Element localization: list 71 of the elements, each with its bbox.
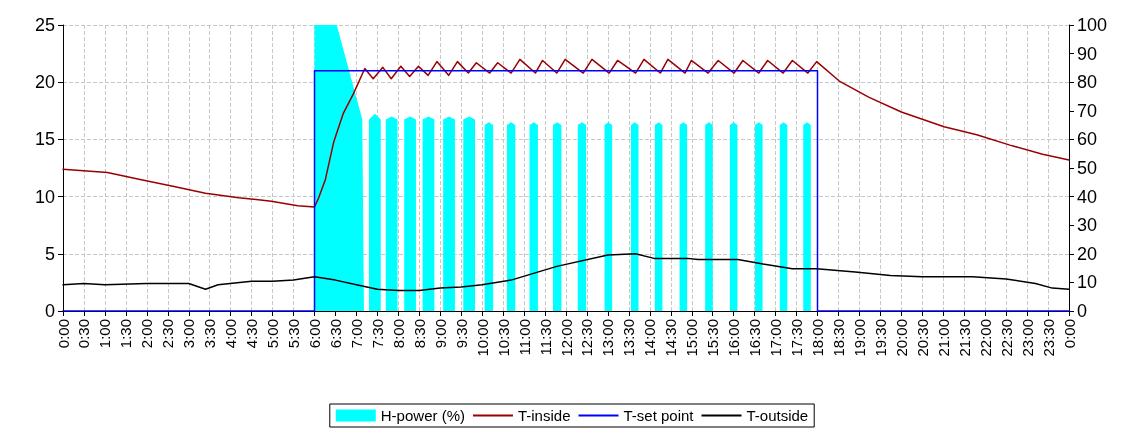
x-tick-label: 13:30	[620, 319, 638, 357]
x-tick-label: 11:00	[515, 319, 533, 356]
line-series	[62, 58, 1070, 208]
y-tick-label: 20	[34, 72, 55, 93]
x-tick-label: 22:30	[997, 319, 1015, 357]
x-tick-label: 14:30	[662, 319, 680, 357]
x-tick-label: 10:30	[494, 319, 512, 357]
x-tick-label: 23:00	[1018, 319, 1036, 357]
x-tick-label: 19:00	[850, 319, 868, 357]
x-tick-label: 2:00	[138, 319, 156, 349]
x-tick-label: 5:30	[285, 319, 303, 349]
x-tick-label: 0:00	[1060, 319, 1078, 349]
y2-tick-label: 60	[1077, 129, 1098, 150]
x-tick-label: 7:30	[368, 319, 386, 349]
x-tick-label: 13:00	[599, 319, 617, 357]
y2-tick-label: 90	[1077, 43, 1098, 64]
y2-tick-label: 50	[1077, 158, 1098, 178]
x-tick-label: 18:00	[809, 319, 826, 357]
y2-tick-label: 70	[1077, 100, 1098, 121]
x-tick-label: 9:30	[452, 319, 470, 349]
x-tick-label: 4:30	[243, 319, 261, 349]
x-tick-label: 11:30	[536, 319, 554, 356]
x-tick-label: 21:00	[934, 319, 952, 357]
x-tick-label: 6:00	[306, 319, 323, 349]
x-tick-label: 20:00	[892, 319, 910, 357]
y-tick-label: 0	[44, 301, 55, 321]
x-tick-label: 8:00	[389, 319, 407, 349]
y-tick-label: 5	[44, 243, 55, 264]
x-tick-label: 2:30	[159, 319, 177, 349]
x-tick-label: 17:00	[767, 319, 785, 357]
x-tick-label: 0:30	[75, 319, 93, 349]
y2-tick-label: 80	[1077, 72, 1098, 93]
y-tick-label: 25	[34, 15, 55, 35]
x-tick-label: 18:30	[829, 319, 847, 357]
x-tick-label: 15:30	[704, 319, 722, 357]
legend-label: H-power (%)	[380, 407, 465, 424]
x-tick-label: 19:30	[871, 319, 889, 357]
x-tick-label: 17:30	[788, 319, 806, 357]
y2-tick-label: 0	[1077, 301, 1088, 321]
x-tick-label: 16:30	[746, 319, 764, 357]
legend-label: T-outside	[746, 407, 809, 424]
y2-tick-label: 100	[1077, 15, 1108, 35]
x-tick-label: 12:00	[557, 319, 575, 357]
legend-label: T-set point	[623, 407, 695, 424]
x-tick-label: 0:00	[54, 319, 72, 349]
x-tick-label: 3:00	[180, 319, 198, 349]
x-tick-label: 12:30	[578, 319, 596, 357]
x-tick-label: 4:00	[222, 319, 240, 349]
x-tick-label: 5:00	[264, 319, 282, 349]
y2-tick-label: 10	[1077, 272, 1098, 293]
x-tick-label: 15:00	[683, 319, 701, 357]
x-tick-label: 14:00	[641, 319, 659, 357]
x-tick-label: 23:30	[1039, 319, 1057, 357]
y2-tick-label: 40	[1077, 186, 1098, 207]
x-tick-label: 6:30	[326, 319, 344, 349]
x-tick-label: 21:30	[955, 319, 973, 357]
x-tick-label: 10:00	[473, 319, 491, 357]
x-tick-label: 20:30	[913, 319, 931, 357]
legend-label: T-inside	[517, 407, 571, 424]
x-tick-label: 1:30	[117, 319, 135, 349]
y2-tick-label: 20	[1077, 243, 1098, 264]
y-tick-label: 15	[34, 129, 55, 150]
x-tick-label: 7:00	[347, 319, 365, 349]
y-tick-label: 10	[34, 186, 55, 207]
x-tick-label: 1:00	[96, 319, 114, 349]
x-tick-label: 3:30	[201, 319, 219, 349]
x-tick-label: 9:00	[431, 319, 449, 349]
x-tick-label: 16:00	[725, 319, 743, 357]
x-tick-label: 22:00	[976, 319, 994, 357]
y2-tick-label: 30	[1077, 215, 1098, 236]
x-tick-label: 8:30	[410, 319, 428, 349]
